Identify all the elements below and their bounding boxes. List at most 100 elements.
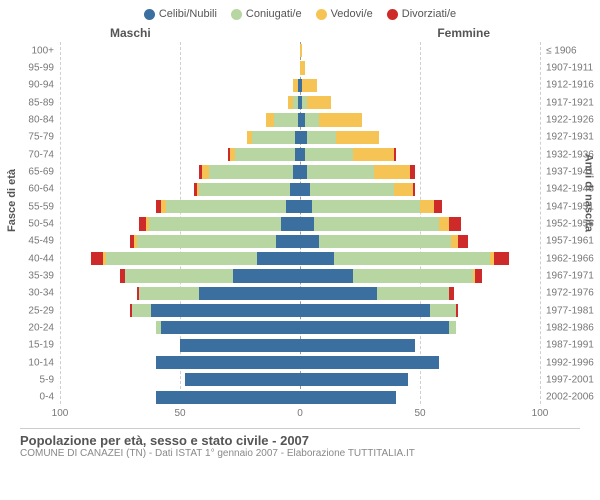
birth-year-label: 1907-1911 bbox=[540, 62, 593, 73]
age-row: 5-91997-2001 bbox=[60, 371, 540, 388]
birth-year-label: 1962-1966 bbox=[540, 253, 594, 264]
male-bar bbox=[60, 148, 300, 161]
age-label: 10-14 bbox=[28, 357, 60, 368]
bar-segment bbox=[307, 165, 374, 178]
legend-item: Coniugati/e bbox=[231, 8, 302, 20]
birth-year-label: ≤ 1906 bbox=[540, 45, 577, 56]
bar-segment bbox=[374, 165, 410, 178]
legend-item: Divorziati/e bbox=[387, 8, 456, 20]
legend-swatch bbox=[144, 9, 155, 20]
birth-year-label: 1932-1936 bbox=[540, 149, 594, 160]
birth-year-label: 1952-1956 bbox=[540, 218, 594, 229]
age-row: 40-441962-1966 bbox=[60, 250, 540, 267]
male-bar bbox=[60, 252, 300, 265]
bar-segment bbox=[209, 165, 293, 178]
age-label: 45-49 bbox=[28, 236, 60, 247]
age-label: 85-89 bbox=[28, 97, 60, 108]
female-bar bbox=[300, 252, 540, 265]
age-label: 55-59 bbox=[28, 201, 60, 212]
legend-swatch bbox=[316, 9, 327, 20]
legend-label: Vedovi/e bbox=[331, 8, 373, 20]
bar-segment bbox=[449, 287, 454, 300]
bar-segment bbox=[286, 200, 300, 213]
bar-segment bbox=[307, 131, 336, 144]
female-bar bbox=[300, 391, 540, 404]
age-row: 30-341972-1976 bbox=[60, 285, 540, 302]
age-label: 50-54 bbox=[28, 218, 60, 229]
bar-segment bbox=[151, 304, 300, 317]
bar-segment bbox=[439, 217, 449, 230]
female-bar bbox=[300, 217, 540, 230]
female-bar bbox=[300, 148, 540, 161]
male-bar bbox=[60, 373, 300, 386]
legend-label: Coniugati/e bbox=[246, 8, 302, 20]
age-label: 80-84 bbox=[28, 114, 60, 125]
age-row: 60-641942-1946 bbox=[60, 181, 540, 198]
bar-segment bbox=[266, 113, 273, 126]
age-label: 60-64 bbox=[28, 184, 60, 195]
x-tick: 0 bbox=[297, 408, 303, 419]
bar-segment bbox=[377, 287, 449, 300]
legend-swatch bbox=[387, 9, 398, 20]
age-row: 100+≤ 1906 bbox=[60, 42, 540, 59]
bar-segment bbox=[300, 304, 430, 317]
male-bar bbox=[60, 304, 300, 317]
bar-segment bbox=[139, 217, 146, 230]
bar-segment bbox=[353, 148, 394, 161]
female-bar bbox=[300, 131, 540, 144]
x-tick: 50 bbox=[414, 408, 425, 419]
bar-segment bbox=[139, 287, 199, 300]
chart-footer: Popolazione per età, sesso e stato civil… bbox=[20, 428, 580, 459]
age-label: 25-29 bbox=[28, 305, 60, 316]
bar-segment bbox=[293, 165, 300, 178]
age-label: 100+ bbox=[31, 45, 60, 56]
bar-segment bbox=[180, 339, 300, 352]
bar-segment bbox=[300, 373, 408, 386]
age-row: 0-42002-2006 bbox=[60, 389, 540, 406]
age-row: 65-691937-1941 bbox=[60, 163, 540, 180]
bar-segment bbox=[300, 252, 334, 265]
female-bar bbox=[300, 61, 540, 74]
age-row: 50-541952-1956 bbox=[60, 215, 540, 232]
female-bar bbox=[300, 373, 540, 386]
bar-segment bbox=[394, 183, 413, 196]
birth-year-label: 2002-2006 bbox=[540, 392, 594, 403]
age-row: 20-241982-1986 bbox=[60, 319, 540, 336]
bar-segment bbox=[257, 252, 300, 265]
birth-year-label: 1942-1946 bbox=[540, 184, 594, 195]
population-pyramid-chart: Celibi/NubiliConiugati/eVedovi/eDivorzia… bbox=[0, 0, 600, 500]
birth-year-label: 1957-1961 bbox=[540, 236, 594, 247]
male-bar bbox=[60, 165, 300, 178]
female-bar bbox=[300, 113, 540, 126]
birth-year-label: 1937-1941 bbox=[540, 166, 594, 177]
female-bar bbox=[300, 321, 540, 334]
bar-segment bbox=[305, 148, 353, 161]
bar-segment bbox=[199, 183, 290, 196]
bar-segment bbox=[307, 96, 331, 109]
bar-segment bbox=[166, 200, 286, 213]
bar-segment bbox=[149, 217, 281, 230]
bar-segment bbox=[353, 269, 473, 282]
bar-segment bbox=[300, 44, 302, 57]
male-bar bbox=[60, 321, 300, 334]
bar-segment bbox=[202, 165, 209, 178]
birth-year-label: 1982-1986 bbox=[540, 322, 594, 333]
birth-year-label: 1997-2001 bbox=[540, 374, 594, 385]
female-bar bbox=[300, 44, 540, 57]
bar-segment bbox=[300, 131, 307, 144]
bar-segment bbox=[319, 113, 362, 126]
bar-segment bbox=[475, 269, 482, 282]
male-bar bbox=[60, 96, 300, 109]
male-bar bbox=[60, 79, 300, 92]
age-row: 95-991907-1911 bbox=[60, 59, 540, 76]
bar-segment bbox=[451, 235, 458, 248]
age-row: 90-941912-1916 bbox=[60, 77, 540, 94]
bar-segment bbox=[300, 287, 377, 300]
age-row: 35-391967-1971 bbox=[60, 267, 540, 284]
age-label: 95-99 bbox=[28, 62, 60, 73]
bar-segment bbox=[434, 200, 441, 213]
male-bar bbox=[60, 339, 300, 352]
male-bar bbox=[60, 287, 300, 300]
chart-subtitle: COMUNE DI CANAZEI (TN) - Dati ISTAT 1° g… bbox=[20, 448, 580, 459]
bar-segment bbox=[276, 235, 300, 248]
